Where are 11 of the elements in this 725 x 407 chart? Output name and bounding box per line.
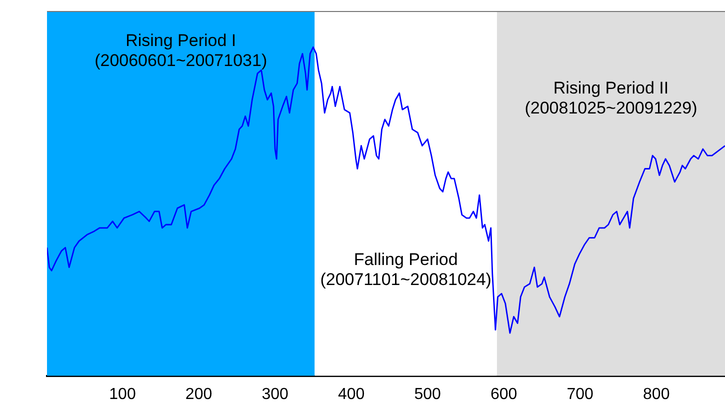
x-tick-label: 400: [338, 386, 365, 403]
x-tick-label: 200: [185, 386, 212, 403]
x-tick-label: 600: [490, 386, 518, 403]
x-tick-label: 700: [566, 386, 594, 403]
x-tick-label: 300: [262, 386, 288, 403]
band-label: Rising Period II (20081025~20091229): [524, 78, 698, 118]
band-label: Falling Period (20071101~20081024): [320, 250, 492, 289]
band-label: Rising Period I (20060601~20071031): [94, 31, 268, 70]
x-tick-label: 100: [109, 386, 136, 403]
x-tick-label: 500: [414, 386, 442, 403]
x-tick-label: 800: [643, 386, 670, 403]
